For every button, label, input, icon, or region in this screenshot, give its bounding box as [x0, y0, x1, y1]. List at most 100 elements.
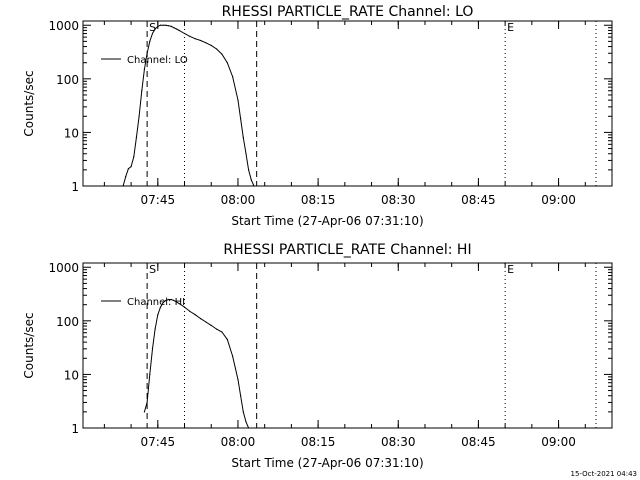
data-point — [159, 306, 162, 308]
data-point — [170, 298, 172, 301]
data-point — [162, 24, 164, 26]
data-point — [159, 24, 162, 26]
plot-frame — [82, 20, 613, 187]
data-point — [200, 39, 202, 42]
marker-label: E — [507, 263, 514, 276]
data-point — [194, 38, 196, 40]
data-point — [151, 348, 154, 350]
x-tick-label: 08:30 — [381, 193, 416, 207]
chart-panel-2: RHESSI PARTICLE_RATE Channel: HI 1 10 100 10… — [22, 242, 613, 470]
data-point — [253, 185, 255, 187]
marker-label: S — [149, 21, 156, 34]
y-tick-label: 100 — [56, 315, 79, 329]
data-point — [210, 324, 212, 326]
plot-frame — [82, 262, 613, 429]
data-point — [194, 314, 196, 316]
data-point — [149, 373, 151, 375]
x-tick-label: 08:00 — [221, 435, 256, 449]
data-point — [240, 118, 242, 120]
x-tick-label: 09:00 — [541, 435, 576, 449]
data-point — [162, 301, 164, 304]
chart-title: RHESSI PARTICLE_RATE Channel: LO — [222, 4, 474, 20]
data-point — [149, 40, 151, 43]
data-point — [175, 28, 178, 30]
data-point — [205, 42, 207, 44]
legend-label: Channel: LO — [127, 55, 188, 66]
x-tick-label: 08:45 — [461, 193, 496, 207]
y-tick-label: 10 — [64, 126, 79, 140]
data-point — [226, 338, 228, 340]
data-point — [135, 137, 137, 139]
data-point — [216, 48, 218, 50]
data-point — [157, 25, 159, 27]
chart-panel-1: RHESSI PARTICLE_RATE Channel: LO 1 10 100 10… — [22, 4, 613, 228]
timestamp-stamp: 15-Oct-2021 04:43 — [571, 470, 637, 478]
data-point — [250, 179, 252, 181]
x-tick-label: 07:45 — [141, 193, 176, 207]
data-point — [154, 28, 156, 30]
x-tick-label: 08:00 — [221, 193, 256, 207]
data-point — [221, 331, 223, 333]
data-point — [242, 411, 244, 413]
data-point — [248, 169, 250, 171]
x-axis-label: Start Time (27-Apr-06 07:31:10) — [231, 456, 423, 470]
y-tick-label: 1000 — [48, 19, 79, 33]
y-tick-label: 1000 — [48, 261, 79, 275]
data-point — [189, 35, 191, 38]
x-tick-label: 08:15 — [301, 193, 336, 207]
data-point — [205, 321, 207, 323]
data-point — [143, 411, 145, 413]
data-point — [173, 27, 175, 29]
data-point — [133, 156, 135, 158]
data-point — [127, 168, 129, 170]
x-tick-label: 07:45 — [141, 435, 176, 449]
data-point — [157, 314, 159, 316]
data-point — [165, 24, 167, 26]
data-point — [151, 32, 154, 35]
series-line — [122, 24, 255, 187]
chart-title: RHESSI PARTICLE_RATE Channel: HI — [223, 242, 471, 258]
marker-label: S — [149, 263, 156, 276]
data-point — [210, 44, 212, 47]
y-axis-label: Counts/sec — [22, 312, 36, 378]
data-point — [248, 427, 250, 429]
data-point — [232, 76, 234, 78]
data-point — [245, 421, 247, 423]
data-point — [221, 53, 223, 55]
data-point — [165, 299, 167, 302]
data-point — [183, 306, 186, 308]
y-axis-label: Counts/sec — [22, 70, 36, 136]
data-point — [167, 25, 170, 27]
x-tick-label: 08:15 — [301, 435, 336, 449]
data-point — [245, 153, 247, 155]
data-point — [226, 62, 228, 64]
y-tick-label: 10 — [64, 368, 79, 382]
data-point — [183, 32, 186, 35]
data-point — [237, 99, 239, 101]
data-point — [170, 25, 172, 27]
y-tick-label: 1 — [71, 422, 79, 436]
y-tick-label: 1 — [71, 180, 79, 194]
y-tick-label: 100 — [56, 73, 79, 87]
data-point — [237, 379, 239, 381]
series-line — [143, 299, 250, 429]
data-point — [240, 395, 242, 397]
data-point — [146, 401, 148, 403]
data-point — [122, 185, 124, 187]
data-point — [232, 355, 234, 357]
x-axis-label: Start Time (27-Apr-06 07:31:10) — [231, 214, 423, 228]
data-point — [242, 137, 244, 139]
data-point — [125, 176, 127, 178]
data-point — [130, 166, 132, 168]
panels: RHESSI PARTICLE_RATE Channel: LO11010010… — [22, 4, 613, 470]
data-point — [138, 115, 140, 117]
x-tick-label: 09:00 — [541, 193, 576, 207]
legend-label: Channel: HI — [127, 297, 185, 308]
x-tick-label: 08:30 — [381, 435, 416, 449]
data-point — [154, 328, 156, 330]
data-point — [173, 299, 175, 302]
data-point — [143, 68, 145, 70]
data-point — [146, 52, 148, 54]
data-point — [167, 298, 170, 301]
